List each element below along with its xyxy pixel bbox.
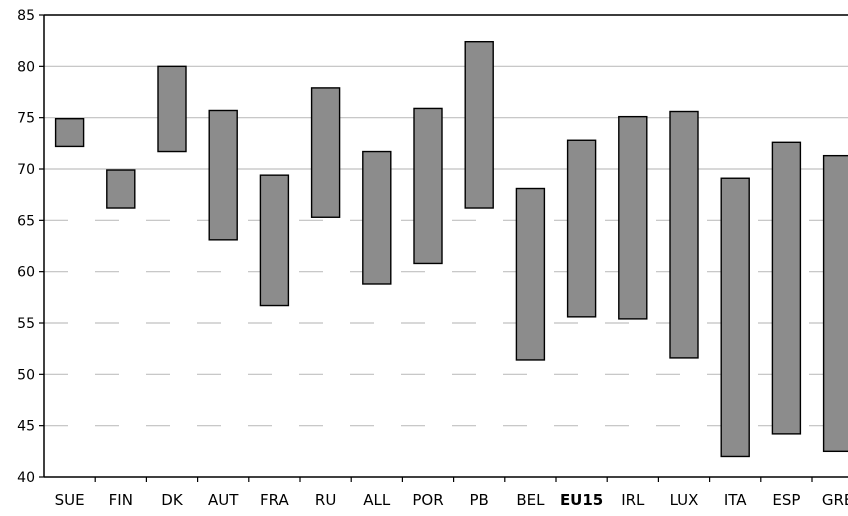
y-tick-label-75: 75 xyxy=(17,111,35,127)
category-label-bel: BEL xyxy=(516,491,545,509)
y-tick-label-45: 45 xyxy=(17,419,35,435)
category-label-all: ALL xyxy=(363,491,391,509)
y-tick-labels: 40 45 50 55 60 65 70 75 80 85 xyxy=(17,8,35,486)
category-label-fra: FRA xyxy=(260,491,289,509)
category-label-sue: SUE xyxy=(55,491,85,509)
range-bar-fra xyxy=(259,174,290,307)
category-label-aut: AUT xyxy=(208,491,239,509)
category-label-pb: PB xyxy=(470,491,489,509)
y-tick-label-80: 80 xyxy=(17,59,35,75)
range-bar-bel xyxy=(515,187,546,361)
range-bar-sue xyxy=(54,117,85,148)
y-tick-label-40: 40 xyxy=(17,470,35,486)
category-label-ru: RU xyxy=(315,491,336,509)
range-bar-aut xyxy=(208,109,238,241)
y-tick-label-55: 55 xyxy=(17,316,35,332)
axes xyxy=(39,14,848,482)
category-label-esp: ESP xyxy=(772,491,800,509)
bars xyxy=(54,40,848,458)
range-bar-dk xyxy=(157,65,187,153)
y-tick-label-70: 70 xyxy=(17,162,35,178)
x-tick-labels: SUE FIN DK AUT FRA RU ALL POR PB BEL EU15 IRL LUX ITA… xyxy=(55,491,848,509)
category-label-por: POR xyxy=(412,491,443,509)
range-bar-lux xyxy=(669,110,699,359)
range-bar-esp xyxy=(771,141,802,435)
y-tick-label-50: 50 xyxy=(17,367,35,383)
category-label-lux: LUX xyxy=(670,491,699,509)
category-label-gre: GRE xyxy=(822,491,848,509)
range-bar-gre xyxy=(822,154,848,453)
range-bar-all xyxy=(362,150,392,285)
category-label-irl: IRL xyxy=(621,491,645,509)
y-tick-label-65: 65 xyxy=(17,213,35,229)
category-label-eu15: EU15 xyxy=(560,491,603,509)
range-bar-ita xyxy=(720,177,750,458)
y-tick-label-85: 85 xyxy=(17,8,35,24)
category-label-fin: FIN xyxy=(109,491,133,509)
range-bar-fin xyxy=(106,169,136,209)
category-label-dk: DK xyxy=(161,491,184,509)
range-bar-por xyxy=(413,107,443,265)
category-label-ita: ITA xyxy=(724,491,747,509)
range-bar-ru xyxy=(310,87,341,218)
range-bar-pb xyxy=(464,40,494,209)
y-tick-label-60: 60 xyxy=(17,265,35,281)
range-bar-eu15 xyxy=(566,139,597,318)
range-bar-irl xyxy=(618,115,648,320)
